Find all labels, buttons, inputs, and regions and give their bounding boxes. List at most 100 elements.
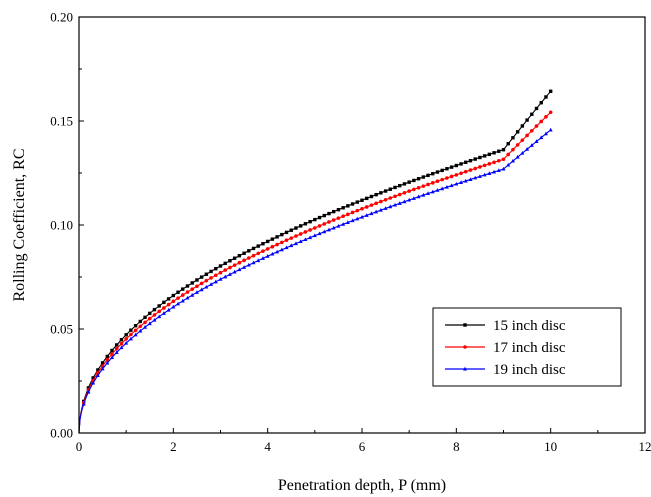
data-point — [195, 278, 199, 282]
data-point — [360, 198, 364, 202]
data-point — [369, 211, 374, 216]
data-point — [284, 245, 289, 250]
data-point — [539, 119, 544, 124]
data-point — [185, 295, 190, 300]
data-point — [345, 220, 350, 224]
data-point — [360, 206, 364, 211]
data-point — [534, 106, 539, 111]
data-point — [152, 317, 157, 322]
data-point — [525, 133, 529, 138]
data-point — [124, 337, 128, 341]
data-point — [162, 306, 166, 310]
data-point — [247, 249, 251, 253]
data-point — [449, 183, 454, 188]
data-point — [232, 263, 237, 267]
data-point — [548, 110, 553, 115]
data-point — [379, 199, 383, 204]
data-point — [378, 207, 383, 212]
data-point — [487, 152, 492, 157]
data-point — [355, 216, 360, 221]
data-point — [152, 313, 157, 317]
data-point — [270, 237, 275, 241]
data-point — [227, 272, 232, 276]
data-point — [246, 262, 251, 267]
data-point — [393, 202, 398, 207]
data-point — [416, 177, 421, 181]
x-tick-label: 0 — [76, 439, 83, 454]
data-point — [256, 244, 260, 248]
data-point — [157, 314, 162, 319]
data-point — [369, 203, 374, 207]
data-point — [350, 210, 355, 215]
data-point — [218, 277, 223, 281]
data-point — [482, 154, 487, 158]
data-point — [327, 220, 331, 224]
data-point — [100, 366, 105, 371]
data-point — [95, 373, 100, 378]
data-point — [138, 324, 143, 329]
data-point — [143, 320, 147, 325]
data-point — [506, 162, 511, 167]
data-point — [322, 213, 326, 218]
data-point — [506, 152, 511, 157]
data-point — [411, 196, 416, 200]
data-point — [520, 124, 525, 128]
data-point — [346, 204, 350, 208]
data-point — [194, 290, 199, 294]
data-point — [459, 180, 464, 184]
data-point — [213, 279, 218, 284]
data-point — [110, 352, 114, 356]
data-point — [468, 177, 473, 181]
data-point — [280, 240, 284, 245]
data-point — [289, 228, 293, 232]
data-point — [218, 270, 223, 275]
series-0 — [78, 89, 553, 434]
data-point — [312, 233, 317, 238]
data-point — [209, 276, 213, 280]
legend-label: 15 inch disc — [493, 318, 566, 334]
data-point — [96, 368, 100, 372]
data-point — [199, 287, 204, 292]
data-point — [298, 239, 303, 244]
data-point — [374, 201, 378, 206]
data-point — [166, 307, 171, 312]
data-point — [81, 401, 86, 406]
data-point — [195, 284, 199, 289]
data-point — [374, 192, 378, 197]
data-point — [265, 239, 270, 244]
data-point — [383, 197, 388, 202]
data-point — [397, 201, 402, 205]
data-point — [341, 206, 345, 210]
data-point — [463, 169, 468, 174]
data-point — [251, 253, 256, 258]
data-point — [534, 124, 539, 128]
data-point — [204, 278, 209, 283]
data-point — [256, 251, 261, 256]
data-point — [454, 181, 459, 186]
data-point — [275, 249, 280, 254]
data-point — [303, 230, 308, 234]
data-point — [492, 169, 497, 174]
data-point — [412, 187, 416, 192]
data-point — [166, 297, 171, 301]
data-point — [426, 173, 430, 178]
data-point — [520, 150, 525, 155]
data-point — [332, 209, 336, 214]
data-point — [346, 212, 350, 217]
data-point — [426, 182, 430, 187]
data-point — [468, 168, 473, 172]
data-point — [129, 332, 133, 337]
data-point — [430, 189, 435, 194]
data-point — [525, 147, 530, 151]
data-point — [232, 269, 237, 274]
x-tick-label: 12 — [639, 439, 651, 454]
series-2 — [78, 127, 553, 434]
data-point — [511, 136, 515, 140]
y-tick-label: 0.15 — [50, 114, 73, 129]
axis-ticks: 0 2 4 6 8 10 12 0.00 0.05 0.10 0.15 0.20 — [50, 10, 651, 455]
data-point — [365, 196, 369, 201]
data-point — [147, 321, 152, 326]
data-point — [294, 234, 298, 238]
data-point — [124, 340, 129, 345]
data-point — [298, 232, 303, 236]
